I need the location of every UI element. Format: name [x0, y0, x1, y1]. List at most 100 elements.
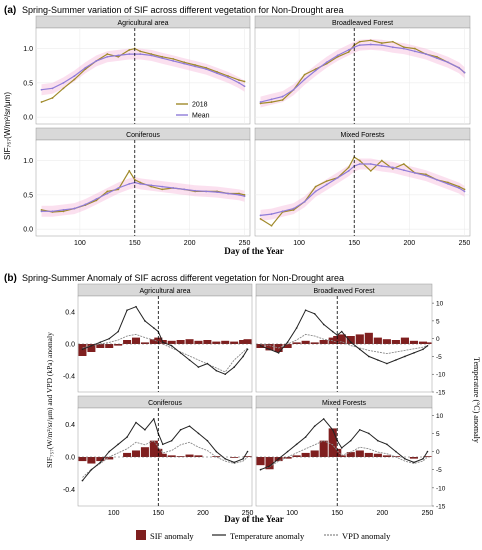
temperature-point	[413, 352, 415, 354]
sif-anomaly-bar	[355, 334, 364, 344]
panel-a-title: Spring-Summer variation of SIF across di…	[22, 5, 344, 15]
data-point	[259, 102, 262, 105]
data-point	[139, 50, 142, 53]
temperature-point	[135, 421, 137, 424]
data-point	[51, 210, 54, 213]
sif-anomaly-bar	[243, 456, 252, 457]
facet-title: Mixed Forests	[341, 132, 385, 139]
mean-uncertainty-band	[41, 177, 245, 217]
data-point	[62, 81, 65, 84]
temperature-point	[404, 355, 406, 358]
facet-a-coniferous: Coniferous 0.0 0.5 1.0 100 150 200 250	[23, 127, 251, 247]
temperature-point	[331, 330, 334, 333]
data-point	[402, 169, 405, 172]
x-tick-label: 200	[184, 240, 196, 247]
data-point	[413, 172, 416, 174]
data-point	[150, 185, 153, 188]
x-tick-label: 100	[293, 240, 305, 247]
data-point	[413, 50, 416, 53]
data-point	[436, 57, 438, 60]
panel-a-label: (a)	[4, 5, 16, 16]
data-point	[227, 192, 229, 195]
data-point	[447, 181, 449, 184]
y-tick-label-right: 5	[436, 318, 440, 325]
sif-anomaly-bar	[87, 457, 96, 464]
sif-anomaly-bar	[154, 337, 163, 344]
x-tick-label: 150	[331, 510, 343, 517]
mean-uncertainty-band	[260, 39, 465, 108]
data-point	[347, 49, 350, 51]
data-point	[380, 159, 383, 162]
data-point	[73, 207, 76, 210]
data-point	[243, 85, 246, 88]
sif-anomaly-bar	[243, 339, 252, 344]
sif-anomaly-bar	[373, 453, 382, 457]
sif-anomaly-bar	[337, 334, 346, 344]
sif-anomaly-bar	[292, 342, 301, 344]
temperature-point	[179, 428, 182, 431]
vpd-anomaly-line	[260, 440, 428, 470]
temperature-point	[277, 352, 280, 354]
data-point	[391, 166, 394, 169]
data-point	[358, 163, 361, 165]
data-point	[303, 200, 306, 203]
legend-label: 2018	[192, 102, 208, 109]
chart-b-legend: SIF anomaly Temperature anomaly VPD anom…	[136, 530, 391, 541]
data-point	[227, 75, 229, 77]
chart-b-ylabel-left: SIF₇₅₇(W/m²/sr/μm) and VPD (kPa) anomaly	[45, 332, 54, 468]
x-tick-label: 250	[239, 240, 251, 247]
temperature-point	[206, 439, 209, 442]
sif-anomaly-bar	[230, 457, 239, 458]
facet-b-mixed-forests: Mixed Forests -15 -10 -5 0 5 10 100 150 200 250	[255, 395, 446, 517]
data-point	[358, 159, 361, 162]
facet-a-broadleaved-forest: Broadleaved Forest	[254, 15, 471, 125]
sif-anomaly-bar	[391, 340, 400, 344]
x-tick-label: 150	[129, 240, 141, 247]
sif-anomaly-bar	[400, 337, 409, 344]
y-tick-label: 0.0	[23, 227, 33, 234]
data-point	[336, 176, 339, 179]
legend-label-temperature: Temperature anomaly	[230, 531, 305, 541]
data-point	[117, 55, 120, 58]
sif-anomaly-bar	[123, 452, 132, 457]
sif-anomaly-bar	[194, 455, 203, 457]
sif-anomaly-bar	[167, 455, 176, 457]
data-point	[336, 54, 339, 57]
sif-anomaly-bar	[123, 340, 132, 344]
data-point	[227, 76, 229, 79]
sif-anomaly-bar	[221, 340, 230, 344]
data-point	[216, 191, 218, 194]
sif-anomaly-bar	[149, 440, 158, 457]
sif-anomaly-bar	[114, 344, 123, 346]
temperature-point	[161, 443, 164, 446]
y-tick-label-right: -10	[436, 372, 446, 379]
data-point	[259, 217, 262, 220]
data-point	[238, 81, 240, 84]
sif-anomaly-bar	[212, 341, 221, 344]
temperature-point	[313, 425, 316, 427]
data-point	[106, 192, 109, 195]
panel-b-title: Spring-Summer Anomaly of SIF across diff…	[22, 273, 344, 283]
data-point	[303, 78, 306, 81]
data-point	[51, 87, 54, 90]
chart-a-legend: 2018 Mean	[176, 102, 210, 120]
temperature-point	[81, 479, 84, 482]
y-tick-label-left: 0.4	[65, 422, 75, 429]
temperature-point	[377, 359, 379, 361]
data-point	[95, 60, 98, 62]
sif-anomaly-bar	[105, 457, 114, 460]
chart-a-ylabel: SIF₇₅₇(W/m²/sr/μm)	[3, 92, 12, 160]
sif-anomaly-bar	[409, 457, 419, 459]
data-point	[259, 101, 262, 103]
temperature-point	[206, 362, 209, 365]
plot-area	[254, 27, 471, 125]
data-point	[402, 46, 405, 49]
temperature-point	[99, 461, 102, 464]
data-point	[270, 101, 273, 103]
sif-anomaly-bar	[140, 447, 149, 457]
facet-b-broadleaved-forest: Broadleaved Forest -15 -10 -5 0 5 10	[255, 283, 446, 397]
data-point	[40, 210, 43, 213]
temperature-point	[377, 439, 379, 442]
y-tick-label-right: 0	[436, 336, 440, 343]
temperature-point	[404, 458, 406, 460]
